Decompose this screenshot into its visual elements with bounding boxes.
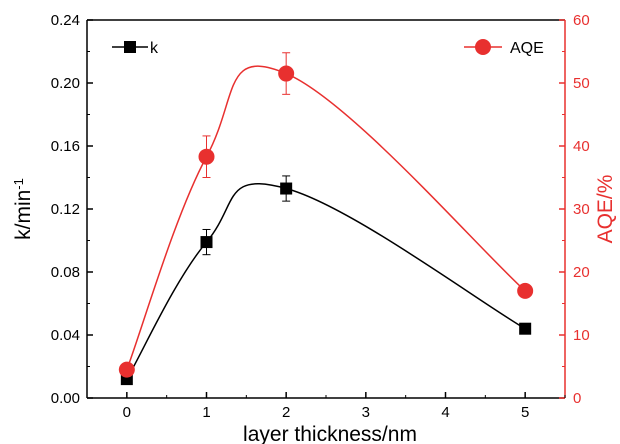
legend-aqe-marker	[475, 39, 491, 55]
y-right-tick-label: 10	[573, 327, 590, 344]
legend-aqe-label: AQE	[510, 40, 544, 57]
y-right-tick-label: 60	[573, 12, 590, 29]
y-right-tick-label: 40	[573, 138, 590, 155]
x-axis-title: layer thickness/nm	[243, 423, 417, 444]
x-tick-label: 4	[441, 404, 449, 421]
legend-k-marker	[124, 41, 136, 53]
y-axis-left-title-superscript: -1	[11, 178, 26, 190]
series-aqe-point	[198, 148, 215, 165]
y-axis-right-title: AQE/%	[594, 175, 617, 244]
y-left-tick-label: 0.24	[51, 12, 80, 29]
y-left-tick-label: 0.16	[51, 138, 80, 155]
y-left-tick-label: 0.04	[51, 327, 80, 344]
y-right-tick-label: 0	[573, 390, 581, 407]
y-right-tick-label: 50	[573, 75, 590, 92]
y-right-tick-label: 30	[573, 201, 590, 218]
series-k-line	[126, 183, 526, 380]
y-left-tick-label: 0.08	[51, 264, 80, 281]
legend-k-label: k	[150, 40, 159, 57]
y-right-tick-label: 20	[573, 264, 590, 281]
series-k-point	[200, 236, 213, 249]
x-tick-label: 5	[521, 404, 529, 421]
y-left-tick-label: 0.00	[51, 390, 80, 407]
y-left-tick-label: 0.20	[51, 75, 80, 92]
x-tick-label: 2	[282, 404, 290, 421]
y-left-tick-label: 0.12	[51, 201, 80, 218]
series-aqe-point	[278, 65, 295, 82]
series-k-point	[519, 322, 532, 335]
x-tick-label: 1	[202, 404, 210, 421]
y-axis-left-title-base: k/min	[12, 190, 35, 240]
series-aqe-point	[517, 282, 534, 299]
legend: k AQE	[112, 39, 544, 57]
series-aqe-line	[126, 65, 526, 370]
y-axis-left-title: k/min-1	[11, 178, 36, 240]
x-tick-label: 0	[123, 404, 131, 421]
series-k-point	[280, 182, 293, 195]
series-aqe-point	[118, 361, 135, 378]
x-tick-label: 3	[362, 404, 370, 421]
